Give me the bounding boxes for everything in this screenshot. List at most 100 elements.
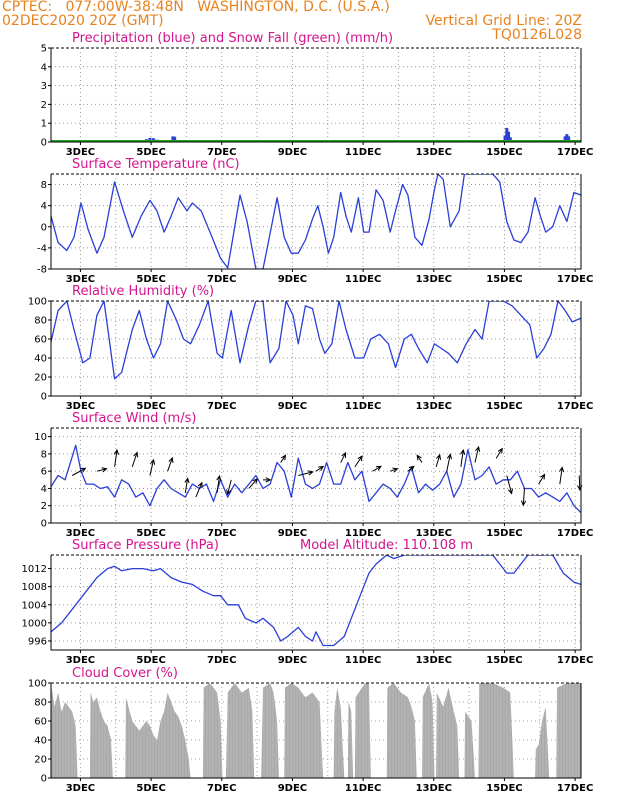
- x-tick-label: 5DEC: [136, 783, 165, 794]
- wind-arrow: [495, 447, 503, 459]
- x-tick-label: 9DEC: [278, 401, 307, 412]
- x-tick-label: 3DEC: [66, 147, 95, 158]
- y-tick-label: 100: [28, 679, 47, 690]
- wind-arrow: [372, 465, 382, 472]
- x-tick-label: 17DEC: [557, 274, 593, 285]
- wind-arrow: [407, 465, 415, 472]
- x-tick-label: 9DEC: [278, 274, 307, 285]
- wind-arrow: [71, 467, 87, 476]
- plot-area: [51, 683, 581, 778]
- plot-area: [51, 301, 581, 380]
- panel-title: Surface Temperature (nC): [72, 157, 240, 172]
- x-tick-label: 3DEC: [66, 783, 95, 794]
- x-tick-label: 13DEC: [416, 274, 452, 285]
- panel-frame: [50, 174, 582, 270]
- pressure-series-line: [51, 555, 581, 647]
- precipitation-bar: [148, 137, 152, 142]
- panel-wind: 0 2 4 6 8 10 3DEC 5DEC 7DEC 9DEC 11DEC 13DEC 15DEC 17…: [34, 411, 593, 539]
- y-tick-label: 8: [41, 449, 47, 460]
- wind-arrow: [558, 466, 565, 485]
- wind-arrow: [263, 477, 272, 483]
- x-tick-label: 11DEC: [345, 528, 381, 539]
- y-tick-label: 3: [41, 81, 47, 92]
- x-tick-label: 15DEC: [486, 147, 522, 158]
- wind-arrow: [298, 470, 314, 476]
- y-tick-label: 80: [34, 698, 47, 709]
- y-tick-label: 1008: [22, 582, 47, 593]
- x-tick-label: 5DEC: [136, 147, 165, 158]
- wind-arrow: [340, 451, 347, 463]
- panel-title: Precipitation (blue) and Snow Fall (gree…: [72, 31, 393, 46]
- x-tick-label: 15DEC: [486, 783, 522, 794]
- panel-title: Surface Wind (m/s): [72, 411, 196, 426]
- x-tick-label: 17DEC: [557, 401, 593, 412]
- y-tick-label: 2: [41, 100, 47, 111]
- x-tick-label: 5DEC: [136, 274, 165, 285]
- plot-area: [51, 444, 581, 514]
- x-tick-label: 17DEC: [557, 655, 593, 666]
- y-tick-label: 0: [41, 519, 47, 530]
- x-tick-label: 7DEC: [207, 655, 236, 666]
- plot-area: [51, 174, 581, 269]
- rh-series-line: [51, 301, 581, 380]
- wind-arrow: [506, 475, 514, 495]
- x-tick-label: 5DEC: [136, 401, 165, 412]
- x-tick-label: 7DEC: [207, 401, 236, 412]
- x-tick-label: 7DEC: [207, 528, 236, 539]
- y-tick-label: 996: [28, 636, 47, 647]
- y-tick-label: 1012: [22, 564, 47, 575]
- x-tick-label: 17DEC: [557, 783, 593, 794]
- x-tick-label: 11DEC: [345, 274, 381, 285]
- header-location: CPTEC: 077:00W-38:48N WASHINGTON, D.C. (…: [2, 0, 390, 15]
- x-tick-label: 13DEC: [416, 528, 452, 539]
- y-tick-label: 0: [41, 392, 47, 403]
- panel-title: Relative Humidity (%): [72, 284, 214, 299]
- plot-area: [51, 555, 581, 647]
- wind-arrow: [474, 445, 481, 463]
- y-tick-label: 5: [41, 44, 47, 55]
- y-tick-label: 1: [41, 119, 47, 130]
- y-tick-label: 0: [41, 774, 47, 785]
- y-tick-label: 20: [34, 373, 47, 384]
- y-tick-label: 4: [41, 201, 47, 212]
- wind-arrow: [113, 448, 119, 467]
- panel-cloud: 0 20 40 60 80 100 3DEC 5DEC 7DEC 9DEC 11DEC 13DEC 15…: [28, 666, 593, 794]
- panel-pressure: 996 1000 1004 1008 1012 3DEC 5DEC 7DEC 9DEC 11DEC…: [22, 538, 594, 666]
- precipitation-bar: [508, 137, 512, 142]
- y-tick-label: 80: [34, 316, 47, 327]
- x-tick-label: 13DEC: [416, 655, 452, 666]
- wind-arrow: [149, 458, 156, 476]
- y-tick-label: 10: [34, 432, 47, 443]
- cloud-cover-area: [51, 683, 581, 778]
- x-tick-label: 5DEC: [136, 528, 165, 539]
- wind-arrow: [460, 448, 466, 467]
- x-tick-label: 11DEC: [345, 783, 381, 794]
- y-tick-label: 40: [34, 354, 47, 365]
- plot-area: [51, 127, 581, 142]
- wind-arrow: [538, 473, 546, 485]
- panel-frame: [50, 683, 582, 779]
- y-tick-label: 4: [41, 62, 47, 73]
- header-model-code: TQ0126L028: [492, 27, 582, 43]
- y-tick-label: 4: [41, 484, 47, 495]
- y-tick-label: 0: [41, 138, 47, 149]
- y-tick-label: 1004: [22, 600, 47, 611]
- x-tick-label: 9DEC: [278, 655, 307, 666]
- x-tick-label: 15DEC: [486, 274, 522, 285]
- panel-title: Cloud Cover (%): [72, 666, 178, 681]
- wind-arrow: [248, 477, 259, 489]
- x-tick-label: 7DEC: [207, 783, 236, 794]
- y-tick-label: 100: [28, 297, 47, 308]
- x-tick-label: 9DEC: [278, 528, 307, 539]
- wind-arrow: [446, 453, 453, 472]
- x-tick-label: 11DEC: [345, 401, 381, 412]
- precipitation-bar: [171, 136, 175, 142]
- panel-frame: [50, 301, 582, 397]
- x-tick-label: 3DEC: [66, 401, 95, 412]
- precipitation-bar: [173, 136, 177, 142]
- x-tick-label: 13DEC: [416, 783, 452, 794]
- x-tick-label: 7DEC: [207, 274, 236, 285]
- y-tick-label: 2: [41, 501, 47, 512]
- x-tick-label: 11DEC: [345, 147, 381, 158]
